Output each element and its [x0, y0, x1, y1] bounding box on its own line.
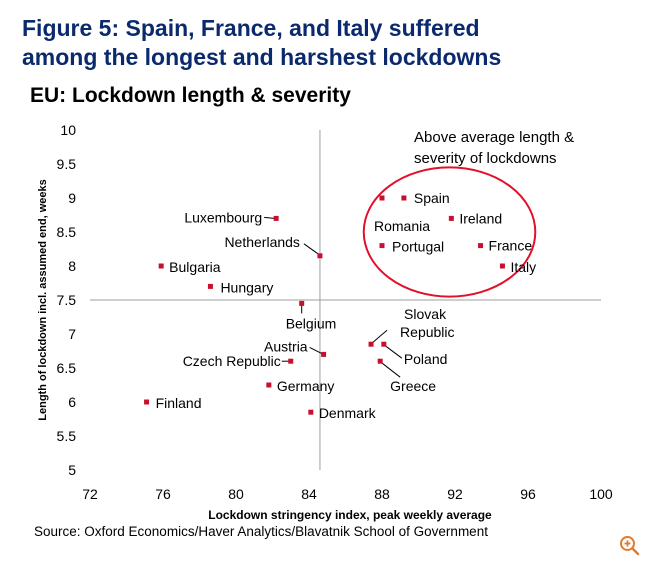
point-leader-line	[303, 243, 319, 255]
data-point	[379, 195, 385, 201]
point-label: Slovak Republic	[400, 306, 454, 340]
data-point	[321, 351, 327, 357]
point-label: Italy	[510, 259, 536, 275]
point-label: Romania	[374, 218, 430, 234]
point-label: Ireland	[459, 210, 502, 226]
data-point	[144, 399, 150, 405]
data-point	[317, 253, 323, 259]
data-point	[288, 358, 294, 364]
y-tick-label: 6	[68, 394, 76, 410]
chart-title: EU: Lockdown length & severity	[30, 84, 351, 107]
y-tick-label: 5.5	[57, 428, 77, 444]
point-label: France	[489, 238, 533, 254]
x-tick-label: 88	[374, 486, 390, 502]
zoom-in-icon[interactable]	[618, 534, 642, 558]
y-tick-label: 8.5	[57, 224, 77, 240]
y-tick-label: 10	[60, 122, 76, 138]
point-leader-line	[381, 362, 401, 378]
point-label: Luxembourg	[184, 209, 262, 225]
y-tick-label: 7.5	[57, 292, 77, 308]
x-tick-label: 72	[82, 486, 98, 502]
point-label: Poland	[404, 351, 448, 367]
y-axis-title: Length of lockdown incl. assumed end, we…	[37, 179, 49, 420]
x-axis-title: Lockdown stringency index, peak weekly a…	[208, 508, 492, 522]
data-point	[266, 382, 272, 388]
figure-title: Figure 5: Spain, France, and Italy suffe…	[22, 14, 622, 72]
data-point	[273, 215, 279, 221]
x-tick-label: 80	[228, 486, 244, 502]
point-leader-line	[264, 216, 275, 219]
data-point	[368, 341, 374, 347]
annotation-line2: severity of lockdowns	[414, 150, 557, 167]
data-point	[499, 263, 505, 269]
point-leader-line	[372, 329, 388, 343]
y-tick-label: 9	[68, 190, 76, 206]
y-tick-label: 5	[68, 462, 76, 478]
point-label: Belgium	[286, 315, 337, 331]
data-point	[478, 243, 484, 249]
point-label: Portugal	[392, 239, 444, 255]
point-label: Denmark	[319, 405, 377, 421]
data-point	[377, 358, 383, 364]
point-label: Greece	[390, 378, 436, 394]
data-point	[448, 215, 454, 221]
point-label: Finland	[156, 395, 202, 411]
point-label: Czech Republic	[183, 353, 281, 369]
point-label: Germany	[277, 378, 335, 394]
x-tick-label: 76	[155, 486, 171, 502]
point-label: Hungary	[220, 279, 273, 295]
x-tick-label: 100	[589, 486, 613, 502]
point-label: Austria	[264, 338, 308, 354]
data-point	[158, 263, 164, 269]
point-label: Netherlands	[224, 234, 300, 250]
figure-title-line1: Figure 5: Spain, France, and Italy suffe…	[22, 15, 480, 41]
source-note: Source: Oxford Economics/Haver Analytics…	[34, 524, 488, 539]
figure-title-line2: among the longest and harshest lockdowns	[22, 44, 502, 70]
data-point	[401, 195, 407, 201]
x-tick-label: 96	[520, 486, 536, 502]
point-label: Spain	[414, 190, 450, 206]
highlight-ellipse	[362, 166, 537, 298]
y-tick-label: 9.5	[57, 156, 77, 172]
point-label-line: Slovak	[404, 306, 447, 322]
point-label: Bulgaria	[169, 259, 221, 275]
point-leader-line	[309, 346, 322, 354]
data-point	[308, 409, 314, 415]
y-tick-label: 7	[68, 326, 76, 342]
annotation-line1: Above average length &	[414, 129, 574, 146]
point-leader-line	[385, 345, 403, 359]
data-point	[207, 283, 213, 289]
x-tick-label: 92	[447, 486, 463, 502]
y-tick-label: 8	[68, 258, 76, 274]
y-tick-label: 6.5	[57, 360, 77, 376]
data-point	[379, 243, 385, 249]
x-tick-label: 84	[301, 486, 317, 502]
data-point	[299, 300, 305, 306]
point-label-line: Republic	[400, 324, 454, 340]
data-point	[381, 341, 387, 347]
